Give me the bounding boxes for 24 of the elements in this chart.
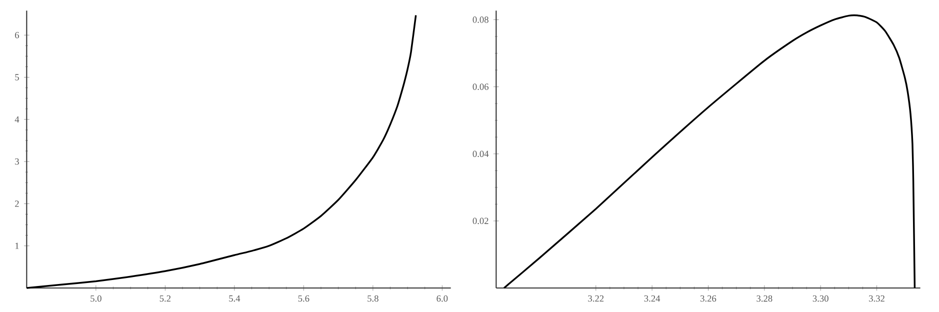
line-series	[26, 14, 417, 289]
x-tick-label: 3.28	[756, 295, 772, 302]
x-tick-label: 3.32	[869, 295, 884, 302]
y-tick-label: 2	[15, 200, 19, 207]
y-tick-label: 4	[14, 116, 20, 122]
x-tick-label: 6.0	[436, 295, 448, 302]
y-tick-label: 1	[15, 242, 19, 249]
y-tick-label: 6	[15, 32, 20, 38]
y-tick-label: 0.06	[472, 84, 489, 90]
x-tick-label: 5.2	[160, 295, 170, 302]
x-tick-label: 5.4	[229, 295, 240, 302]
y-tick-label: 0.02	[472, 218, 488, 224]
y-tick-label: 5	[15, 74, 19, 80]
line-series	[503, 14, 916, 289]
x-tick-label: 3.26	[700, 295, 716, 302]
x-tick-label: 3.22	[588, 295, 604, 302]
x-tick-label: 3.30	[812, 295, 828, 302]
x-tick-label: 5.8	[368, 295, 378, 302]
x-tick-label: 5.0	[90, 295, 102, 302]
x-tick-label: 5.6	[298, 295, 310, 302]
y-tick-label: 0.04	[472, 150, 489, 158]
y-tick-label: 3	[15, 158, 19, 165]
x-tick-label: 3.24	[644, 295, 660, 302]
y-tick-label: 0.08	[472, 16, 488, 23]
